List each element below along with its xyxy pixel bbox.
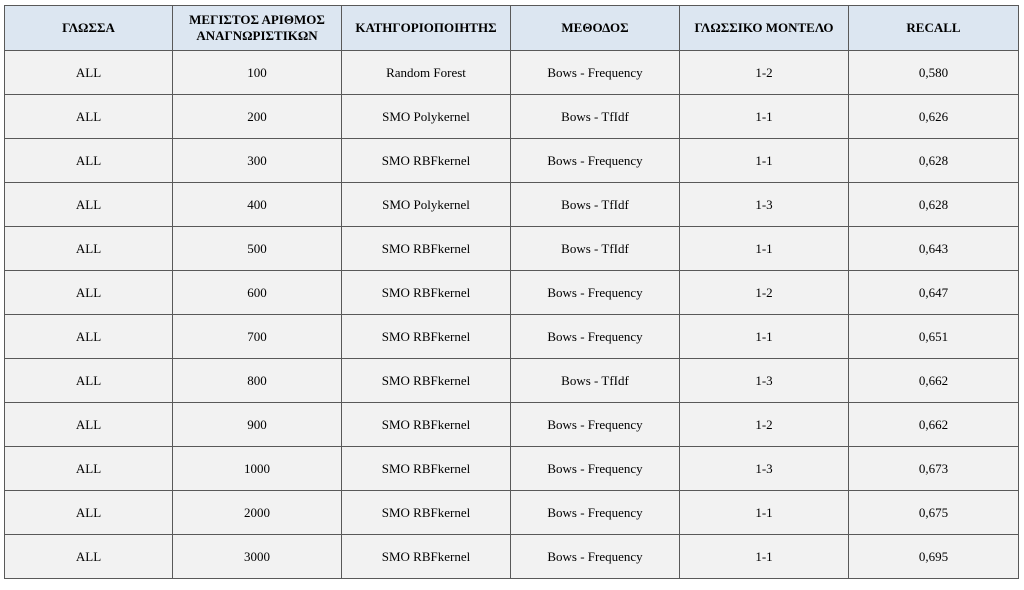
cell-max-features: 500: [172, 226, 342, 271]
cell-method: Bows - TfIdf: [510, 94, 680, 139]
header-language: ΓΛΩΣΣΑ: [4, 5, 173, 51]
cell-language: ALL: [4, 182, 173, 227]
cell-language-model: 1-3: [679, 446, 849, 491]
cell-method: Bows - Frequency: [510, 270, 680, 315]
results-table-container: ΓΛΩΣΣΑ ΜΕΓΙΣΤΟΣ ΑΡΙΘΜΟΣ ΑΝΑΓΝΩΡΙΣΤΙΚΩΝ Κ…: [4, 5, 1019, 579]
table-row: ALL 800 SMO RBFkernel Bows - TfIdf 1-3 0,662: [4, 358, 1019, 403]
cell-language: ALL: [4, 94, 173, 139]
table-row: ALL 3000 SMO RBFkernel Bows - Frequency 1-1 0…: [4, 534, 1019, 579]
cell-max-features: 1000: [172, 446, 342, 491]
cell-language: ALL: [4, 50, 173, 95]
cell-recall: 0,675: [848, 490, 1019, 535]
cell-classifier: SMO RBFkernel: [341, 270, 511, 315]
cell-recall: 0,626: [848, 94, 1019, 139]
cell-method: Bows - Frequency: [510, 534, 680, 579]
cell-language-model: 1-1: [679, 534, 849, 579]
cell-max-features: 700: [172, 314, 342, 359]
cell-language: ALL: [4, 490, 173, 535]
cell-classifier: SMO RBFkernel: [341, 226, 511, 271]
cell-recall: 0,695: [848, 534, 1019, 579]
table-row: ALL 700 SMO RBFkernel Bows - Frequency 1-1 0,…: [4, 314, 1019, 359]
cell-language: ALL: [4, 138, 173, 183]
cell-language-model: 1-2: [679, 270, 849, 315]
cell-method: Bows - Frequency: [510, 50, 680, 95]
cell-max-features: 400: [172, 182, 342, 227]
cell-method: Bows - Frequency: [510, 446, 680, 491]
cell-method: Bows - Frequency: [510, 314, 680, 359]
cell-language-model: 1-1: [679, 226, 849, 271]
cell-recall: 0,580: [848, 50, 1019, 95]
cell-recall: 0,651: [848, 314, 1019, 359]
cell-language: ALL: [4, 402, 173, 447]
cell-max-features: 800: [172, 358, 342, 403]
cell-classifier: SMO RBFkernel: [341, 534, 511, 579]
header-recall: RECALL: [848, 5, 1019, 51]
cell-classifier: SMO RBFkernel: [341, 446, 511, 491]
table-row: ALL 2000 SMO RBFkernel Bows - Frequency 1-1 0…: [4, 490, 1019, 535]
cell-language: ALL: [4, 358, 173, 403]
cell-method: Bows - Frequency: [510, 138, 680, 183]
table-row: ALL 400 SMO Polykernel Bows - TfIdf 1-3 0,628: [4, 182, 1019, 227]
table-row: ALL 900 SMO RBFkernel Bows - Frequency 1-2 0,…: [4, 402, 1019, 447]
cell-max-features: 3000: [172, 534, 342, 579]
cell-max-features: 2000: [172, 490, 342, 535]
table-row: ALL 100 Random Forest Bows - Frequency 1-2 0,…: [4, 50, 1019, 95]
header-max-features: ΜΕΓΙΣΤΟΣ ΑΡΙΘΜΟΣ ΑΝΑΓΝΩΡΙΣΤΙΚΩΝ: [172, 5, 342, 51]
cell-language-model: 1-1: [679, 490, 849, 535]
cell-classifier: SMO Polykernel: [341, 94, 511, 139]
cell-recall: 0,673: [848, 446, 1019, 491]
cell-language: ALL: [4, 314, 173, 359]
cell-language-model: 1-3: [679, 182, 849, 227]
cell-language: ALL: [4, 446, 173, 491]
cell-recall: 0,628: [848, 138, 1019, 183]
table-row: ALL 500 SMO RBFkernel Bows - TfIdf 1-1 0,643: [4, 226, 1019, 271]
cell-language: ALL: [4, 226, 173, 271]
table-row: ALL 1000 SMO RBFkernel Bows - Frequency 1-3 0…: [4, 446, 1019, 491]
cell-classifier: SMO RBFkernel: [341, 138, 511, 183]
cell-max-features: 900: [172, 402, 342, 447]
cell-method: Bows - TfIdf: [510, 358, 680, 403]
cell-language-model: 1-3: [679, 358, 849, 403]
cell-classifier: SMO RBFkernel: [341, 358, 511, 403]
cell-language-model: 1-1: [679, 314, 849, 359]
cell-max-features: 200: [172, 94, 342, 139]
cell-method: Bows - TfIdf: [510, 226, 680, 271]
table-header: ΓΛΩΣΣΑ ΜΕΓΙΣΤΟΣ ΑΡΙΘΜΟΣ ΑΝΑΓΝΩΡΙΣΤΙΚΩΝ Κ…: [4, 5, 1019, 51]
cell-max-features: 600: [172, 270, 342, 315]
header-method: ΜΕΘΟΔΟΣ: [510, 5, 680, 51]
cell-recall: 0,647: [848, 270, 1019, 315]
cell-language-model: 1-1: [679, 94, 849, 139]
cell-classifier: SMO Polykernel: [341, 182, 511, 227]
cell-language: ALL: [4, 534, 173, 579]
table-body: ALL 100 Random Forest Bows - Frequency 1-2 0,…: [4, 50, 1019, 579]
cell-max-features: 300: [172, 138, 342, 183]
cell-recall: 0,628: [848, 182, 1019, 227]
cell-language-model: 1-2: [679, 402, 849, 447]
table-row: ALL 300 SMO RBFkernel Bows - Frequency 1-1 0,…: [4, 138, 1019, 183]
cell-classifier: SMO RBFkernel: [341, 314, 511, 359]
cell-recall: 0,662: [848, 402, 1019, 447]
header-classifier: ΚΑΤΗΓΟΡΙΟΠΟΙΗΤΗΣ: [341, 5, 511, 51]
table-row: ALL 200 SMO Polykernel Bows - TfIdf 1-1 0,626: [4, 94, 1019, 139]
cell-language-model: 1-2: [679, 50, 849, 95]
cell-method: Bows - Frequency: [510, 490, 680, 535]
results-table: ΓΛΩΣΣΑ ΜΕΓΙΣΤΟΣ ΑΡΙΘΜΟΣ ΑΝΑΓΝΩΡΙΣΤΙΚΩΝ Κ…: [4, 5, 1019, 579]
cell-method: Bows - TfIdf: [510, 182, 680, 227]
cell-recall: 0,643: [848, 226, 1019, 271]
table-row: ALL 600 SMO RBFkernel Bows - Frequency 1-2 0,…: [4, 270, 1019, 315]
header-row: ΓΛΩΣΣΑ ΜΕΓΙΣΤΟΣ ΑΡΙΘΜΟΣ ΑΝΑΓΝΩΡΙΣΤΙΚΩΝ Κ…: [4, 5, 1019, 51]
header-language-model: ΓΛΩΣΣΙΚΟ ΜΟΝΤΕΛΟ: [679, 5, 849, 51]
cell-recall: 0,662: [848, 358, 1019, 403]
cell-classifier: Random Forest: [341, 50, 511, 95]
cell-classifier: SMO RBFkernel: [341, 490, 511, 535]
cell-max-features: 100: [172, 50, 342, 95]
cell-language-model: 1-1: [679, 138, 849, 183]
cell-language: ALL: [4, 270, 173, 315]
cell-method: Bows - Frequency: [510, 402, 680, 447]
cell-classifier: SMO RBFkernel: [341, 402, 511, 447]
